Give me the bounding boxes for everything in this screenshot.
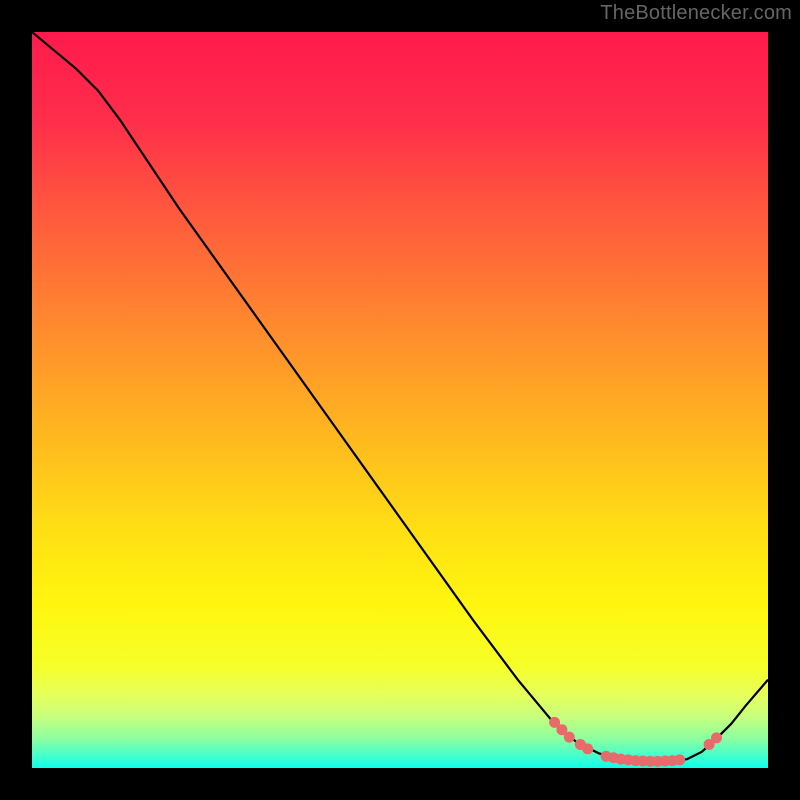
marker-dot bbox=[711, 732, 722, 743]
marker-dot bbox=[582, 743, 593, 754]
plot-background bbox=[32, 32, 768, 768]
marker-dot bbox=[564, 732, 575, 743]
marker-dot bbox=[674, 754, 685, 765]
watermark-text: TheBottlenecker.com bbox=[600, 2, 792, 25]
chart-frame: TheBottlenecker.com bbox=[0, 0, 800, 800]
bottleneck-curve-chart bbox=[0, 0, 800, 800]
